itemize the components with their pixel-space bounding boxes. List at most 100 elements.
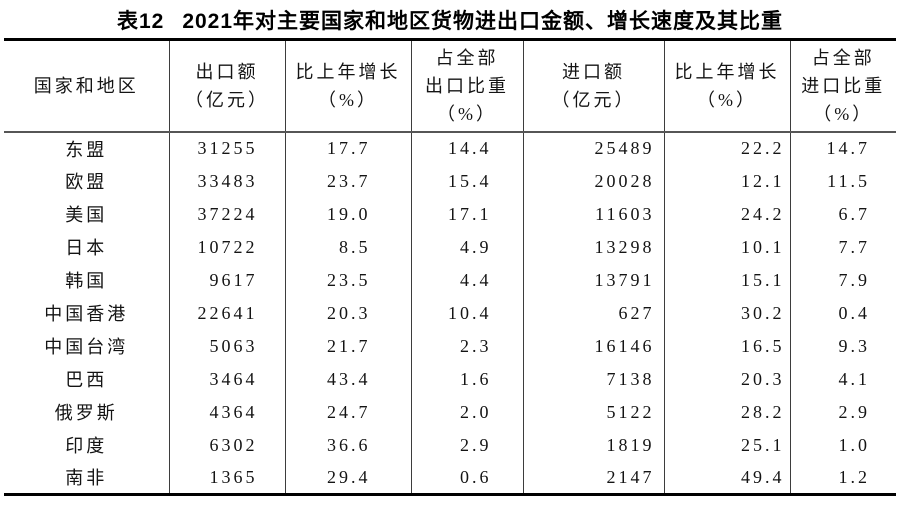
value-cell: 49.4	[664, 461, 791, 495]
table-row: 东盟 31255 17.7 14.4 25489 22.2 14.7	[4, 131, 896, 165]
value-cell: 2.0	[411, 395, 524, 429]
value-cell: 33483	[169, 164, 286, 198]
value-cell: 627	[523, 296, 665, 330]
value-cell: 25489	[523, 131, 665, 165]
table-row: 南非 1365 29.4 0.6 2147 49.4 1.2	[4, 461, 896, 495]
value-cell: 1365	[169, 461, 286, 495]
value-cell: 15.4	[411, 164, 524, 198]
table-row: 日本 10722 8.5 4.9 13298 10.1 7.7	[4, 230, 896, 264]
value-cell: 11603	[523, 197, 665, 231]
value-cell: 9.3	[838, 335, 870, 356]
value-cell: 4.9	[411, 230, 524, 264]
value-cell: 10722	[169, 230, 286, 264]
value-cell: 0.4	[838, 302, 870, 323]
value-cell: 5122	[523, 395, 665, 429]
value-cell: 22.2	[664, 131, 791, 165]
value-cell: 7138	[523, 362, 665, 396]
value-cell: 2.9	[838, 401, 870, 422]
table-header: 国家和地区 出口额 （亿元） 比上年增长 （%） 占全部 出口比重 （%） 进口…	[4, 39, 896, 132]
value-cell: 4.4	[411, 263, 524, 297]
header-row: 国家和地区 出口额 （亿元） 比上年增长 （%） 占全部 出口比重 （%） 进口…	[4, 39, 896, 132]
value-cell: 6302	[169, 428, 286, 462]
value-cell: 10.4	[411, 296, 524, 330]
value-cell: 28.2	[664, 395, 791, 429]
value-cell: 23.7	[285, 164, 412, 198]
value-cell: 23.5	[285, 263, 412, 297]
value-cell: 7.9	[838, 269, 870, 290]
region-name: 南非	[4, 461, 170, 495]
value-cell: 17.1	[411, 197, 524, 231]
table-title-text: 2021年对主要国家和地区货物进出口金额、增长速度及其比重	[182, 10, 784, 33]
table-row: 巴西 3464 43.4 1.6 7138 20.3 4.1	[4, 362, 896, 396]
region-name: 欧盟	[4, 164, 170, 198]
value-cell: 22641	[169, 296, 286, 330]
col-header-import-share: 占全部 进口比重 （%）	[801, 47, 886, 124]
value-cell: 4364	[169, 395, 286, 429]
col-header-export-amount: 出口额 （亿元）	[169, 39, 286, 132]
value-cell: 14.4	[411, 131, 524, 165]
value-cell: 3464	[169, 362, 286, 396]
value-cell: 24.2	[664, 197, 791, 231]
page-title: 表12 2021年对主要国家和地区货物进出口金额、增长速度及其比重	[0, 0, 900, 35]
value-cell: 12.1	[664, 164, 791, 198]
table-row: 中国香港 22641 20.3 10.4 627 30.2 0.4	[4, 296, 896, 330]
region-name: 美国	[4, 197, 170, 231]
value-cell: 0.6	[411, 461, 524, 495]
region-name: 俄罗斯	[4, 395, 170, 429]
table-body: 东盟 31255 17.7 14.4 25489 22.2 14.7 欧盟 33483 23.7 1…	[4, 131, 896, 495]
region-name: 韩国	[4, 263, 170, 297]
region-name: 日本	[4, 230, 170, 264]
col-header-export-growth: 比上年增长 （%）	[285, 39, 412, 132]
value-cell: 43.4	[285, 362, 412, 396]
value-cell: 9617	[169, 263, 286, 297]
value-cell: 8.5	[285, 230, 412, 264]
table-row: 韩国 9617 23.5 4.4 13791 15.1 7.9	[4, 263, 896, 297]
value-cell: 5063	[169, 329, 286, 363]
value-cell: 37224	[169, 197, 286, 231]
value-cell: 16.5	[664, 329, 791, 363]
value-cell: 13298	[523, 230, 665, 264]
import-export-table: 国家和地区 出口额 （亿元） 比上年增长 （%） 占全部 出口比重 （%） 进口…	[4, 38, 896, 496]
value-cell: 21.7	[285, 329, 412, 363]
value-cell: 31255	[169, 131, 286, 165]
value-cell: 13791	[523, 263, 665, 297]
region-name: 中国香港	[4, 296, 170, 330]
col-header-import-amount: 进口额 （亿元）	[523, 39, 665, 132]
value-cell: 4.1	[838, 368, 870, 389]
value-cell: 20.3	[285, 296, 412, 330]
col-header-export-share: 占全部 出口比重 （%）	[411, 39, 524, 132]
value-cell: 2.3	[411, 329, 524, 363]
value-cell: 20.3	[664, 362, 791, 396]
region-name: 东盟	[4, 131, 170, 165]
value-cell: 15.1	[664, 263, 791, 297]
value-cell: 1.0	[838, 434, 870, 455]
value-cell: 14.7	[826, 138, 870, 158]
value-cell: 2147	[523, 461, 665, 495]
region-name: 中国台湾	[4, 329, 170, 363]
table-row: 美国 37224 19.0 17.1 11603 24.2 6.7	[4, 197, 896, 231]
value-cell: 24.7	[285, 395, 412, 429]
value-cell: 19.0	[285, 197, 412, 231]
col-header-region: 国家和地区	[4, 39, 170, 132]
value-cell: 7.7	[838, 236, 870, 257]
value-cell: 36.6	[285, 428, 412, 462]
table-row: 印度 6302 36.6 2.9 1819 25.1 1.0	[4, 428, 896, 462]
value-cell: 29.4	[285, 461, 412, 495]
value-cell: 17.7	[285, 131, 412, 165]
value-cell: 1.6	[411, 362, 524, 396]
value-cell: 1.2	[838, 466, 870, 487]
region-name: 巴西	[4, 362, 170, 396]
value-cell: 11.5	[827, 170, 870, 191]
region-name: 印度	[4, 428, 170, 462]
table-row: 欧盟 33483 23.7 15.4 20028 12.1 11.5	[4, 164, 896, 198]
col-header-import-growth: 比上年增长 （%）	[664, 39, 791, 132]
table-number: 表12	[116, 10, 165, 33]
value-cell: 30.2	[664, 296, 791, 330]
value-cell: 6.7	[838, 203, 870, 224]
value-cell: 25.1	[664, 428, 791, 462]
table-row: 俄罗斯 4364 24.7 2.0 5122 28.2 2.9	[4, 395, 896, 429]
value-cell: 2.9	[411, 428, 524, 462]
value-cell: 10.1	[664, 230, 791, 264]
table-row: 中国台湾 5063 21.7 2.3 16146 16.5 9.3	[4, 329, 896, 363]
value-cell: 20028	[523, 164, 665, 198]
